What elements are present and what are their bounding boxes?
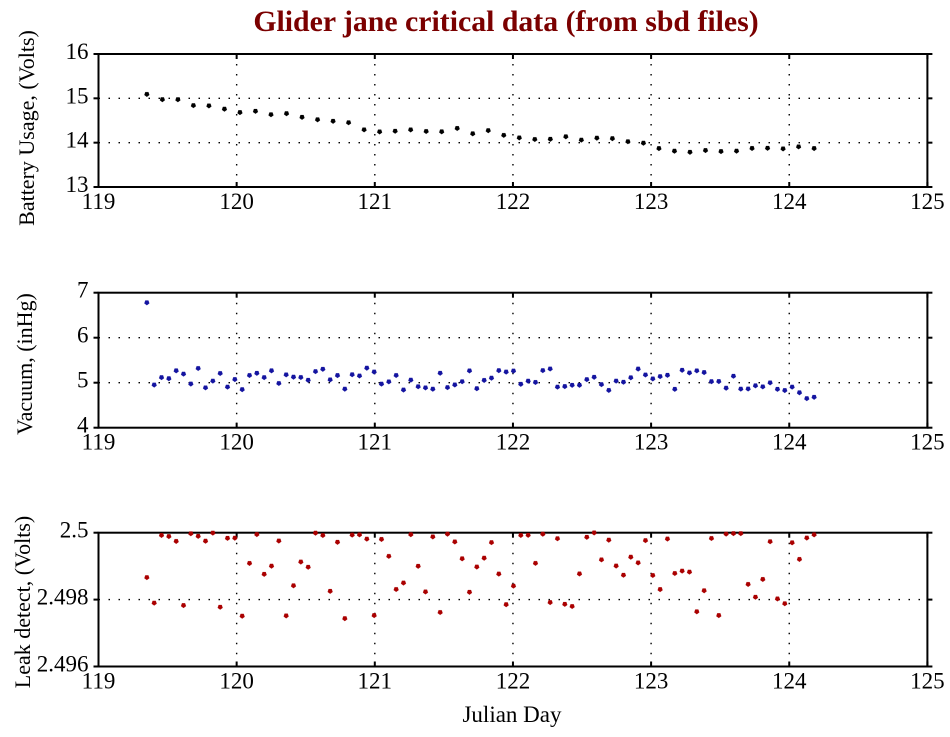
svg-text:2.5: 2.5 — [60, 518, 89, 543]
svg-text:16: 16 — [66, 39, 89, 64]
svg-text:119: 119 — [82, 430, 116, 455]
svg-text:121: 121 — [358, 669, 393, 694]
svg-text:123: 123 — [634, 669, 669, 694]
svg-text:120: 120 — [219, 669, 254, 694]
svg-text:124: 124 — [772, 669, 807, 694]
svg-text:120: 120 — [219, 189, 254, 214]
svg-text:2.498: 2.498 — [37, 585, 89, 610]
svg-text:121: 121 — [358, 430, 393, 455]
svg-text:15: 15 — [66, 83, 89, 108]
svg-text:125: 125 — [910, 189, 945, 214]
svg-text:Leak detect, (Volts): Leak detect, (Volts) — [10, 516, 35, 688]
svg-text:121: 121 — [358, 189, 393, 214]
svg-text:124: 124 — [772, 430, 807, 455]
svg-text:120: 120 — [219, 430, 254, 455]
svg-text:6: 6 — [77, 323, 89, 348]
svg-text:119: 119 — [82, 189, 116, 214]
svg-text:119: 119 — [82, 669, 116, 694]
svg-text:Vacuum, (inHg): Vacuum, (inHg) — [12, 293, 37, 435]
svg-text:Battery Usage, (Volts): Battery Usage, (Volts) — [14, 30, 39, 226]
svg-text:7: 7 — [77, 278, 89, 303]
svg-text:Glider jane critical data (fro: Glider jane critical data (from sbd file… — [253, 5, 758, 38]
svg-text:123: 123 — [634, 430, 669, 455]
svg-text:124: 124 — [772, 189, 807, 214]
svg-text:122: 122 — [496, 430, 531, 455]
svg-text:125: 125 — [910, 669, 945, 694]
svg-text:123: 123 — [634, 189, 669, 214]
svg-text:122: 122 — [496, 189, 531, 214]
svg-text:5: 5 — [77, 368, 89, 393]
svg-text:Julian Day: Julian Day — [462, 702, 562, 727]
svg-text:14: 14 — [66, 128, 90, 153]
svg-text:125: 125 — [910, 430, 945, 455]
svg-text:122: 122 — [496, 669, 531, 694]
